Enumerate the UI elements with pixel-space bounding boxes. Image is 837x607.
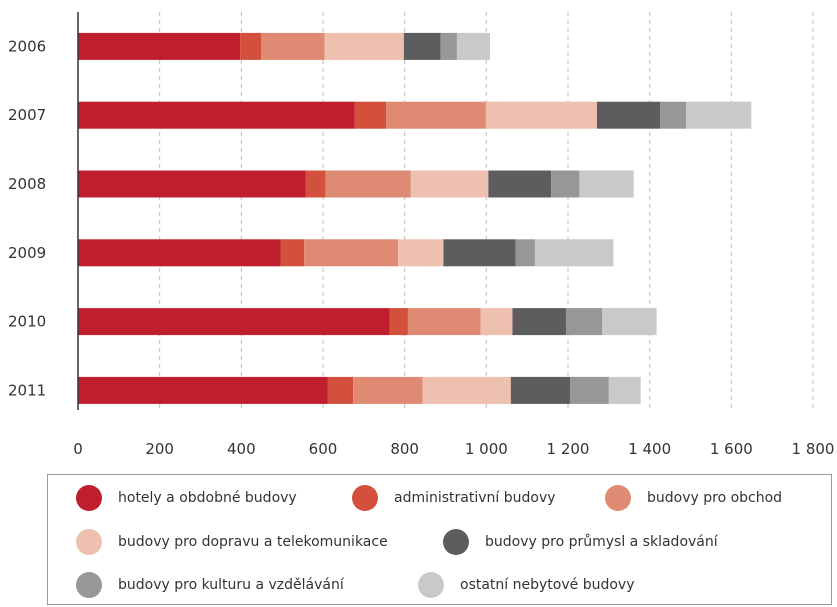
x-tick-label: 1 800 bbox=[792, 440, 835, 458]
bar-2010-series-5 bbox=[565, 308, 603, 336]
bar-2010-series-0 bbox=[78, 308, 390, 336]
legend-item: administrativní budovy bbox=[352, 485, 556, 511]
bar-2008-series-2 bbox=[325, 170, 411, 198]
bar-2006-series-6 bbox=[456, 32, 491, 60]
bar-2008-series-6 bbox=[579, 170, 634, 198]
bars bbox=[78, 32, 752, 404]
legend-swatch bbox=[76, 529, 102, 555]
y-tick-label: 2010 bbox=[8, 313, 46, 331]
bar-2006-series-2 bbox=[261, 32, 325, 60]
legend-item: budovy pro obchod bbox=[605, 485, 782, 511]
legend-swatch bbox=[443, 529, 469, 555]
x-tick-label: 400 bbox=[227, 440, 256, 458]
legend: hotely a obdobné budovy administrativní b… bbox=[47, 474, 832, 605]
bar-2011-series-6 bbox=[608, 376, 641, 404]
bar-2006-series-5 bbox=[440, 32, 457, 60]
bar-2008-series-3 bbox=[410, 170, 489, 198]
legend-swatch bbox=[605, 485, 631, 511]
x-tick-label: 1 600 bbox=[710, 440, 753, 458]
bar-2008-series-1 bbox=[305, 170, 326, 198]
legend-item: ostatní nebytové budovy bbox=[418, 572, 634, 598]
gridlines bbox=[159, 12, 814, 410]
legend-swatch bbox=[352, 485, 378, 511]
x-tick-label: 0 bbox=[73, 440, 83, 458]
bar-2006-series-4 bbox=[403, 32, 441, 60]
bar-2009-series-4 bbox=[443, 239, 516, 267]
legend-swatch bbox=[76, 572, 102, 598]
bar-2011-series-4 bbox=[510, 376, 571, 404]
bar-2007-series-1 bbox=[354, 101, 387, 129]
bar-2007-series-6 bbox=[686, 101, 752, 129]
y-tick-label: 2006 bbox=[8, 37, 46, 55]
bar-2008-series-5 bbox=[551, 170, 580, 198]
bar-2009-series-6 bbox=[534, 239, 614, 267]
bar-2006-series-1 bbox=[240, 32, 262, 60]
bar-2006-series-3 bbox=[324, 32, 404, 60]
bar-2007-series-3 bbox=[485, 101, 597, 129]
y-tick-labels: 2006 2007 2008 2009 2010 2011 bbox=[8, 37, 46, 399]
x-tick-label: 200 bbox=[145, 440, 174, 458]
x-tick-label: 1 200 bbox=[547, 440, 590, 458]
bar-2007-series-0 bbox=[78, 101, 355, 129]
y-tick-label: 2011 bbox=[8, 381, 46, 399]
bar-2011-series-5 bbox=[570, 376, 609, 404]
y-tick-label: 2007 bbox=[8, 106, 46, 124]
legend-label: budovy pro dopravu a telekomunikace bbox=[118, 534, 388, 550]
legend-item: hotely a obdobné budovy bbox=[76, 485, 297, 511]
bar-2007-series-2 bbox=[386, 101, 486, 129]
legend-label: budovy pro průmysl a skladování bbox=[485, 534, 718, 550]
y-tick-label: 2009 bbox=[8, 244, 46, 262]
x-tick-label: 1 000 bbox=[465, 440, 508, 458]
bar-2009-series-5 bbox=[515, 239, 535, 267]
legend-item: budovy pro dopravu a telekomunikace bbox=[76, 529, 388, 555]
bar-2009-series-3 bbox=[398, 239, 444, 267]
bar-2009-series-1 bbox=[280, 239, 305, 267]
x-tick-label: 600 bbox=[309, 440, 338, 458]
bar-2010-series-1 bbox=[389, 308, 408, 336]
legend-label: ostatní nebytové budovy bbox=[460, 577, 635, 593]
bar-2010-series-4 bbox=[512, 308, 566, 336]
x-tick-label: 800 bbox=[390, 440, 419, 458]
bar-2010-series-2 bbox=[407, 308, 481, 336]
bar-2009-series-0 bbox=[78, 239, 281, 267]
x-tick-labels: 0 200 400 600 800 1 000 1 200 1 400 1 600 1 800 bbox=[73, 440, 834, 458]
bar-2011-series-1 bbox=[327, 376, 354, 404]
chart: 2006 2007 2008 2009 2010 2011 0 200 400 600 800 1 … bbox=[8, 12, 834, 458]
bar-2007-series-5 bbox=[660, 101, 687, 129]
bar-2011-series-2 bbox=[353, 376, 423, 404]
legend-swatch bbox=[76, 485, 102, 511]
y-tick-label: 2008 bbox=[8, 175, 46, 193]
legend-item: budovy pro průmysl a skladování bbox=[443, 529, 718, 555]
bar-2008-series-4 bbox=[488, 170, 552, 198]
bar-2010-series-6 bbox=[602, 308, 657, 336]
legend-label: hotely a obdobné budovy bbox=[118, 490, 297, 506]
legend-label: administrativní budovy bbox=[394, 490, 556, 506]
legend-label: budovy pro kulturu a vzdělávání bbox=[118, 577, 344, 593]
bar-2011-series-0 bbox=[78, 376, 328, 404]
bar-2010-series-3 bbox=[480, 308, 513, 336]
x-tick-label: 1 400 bbox=[628, 440, 671, 458]
legend-label: budovy pro obchod bbox=[647, 490, 783, 506]
legend-item: budovy pro kulturu a vzdělávání bbox=[76, 572, 344, 598]
bar-2007-series-4 bbox=[596, 101, 661, 129]
bar-2011-series-3 bbox=[422, 376, 511, 404]
bar-2006-series-0 bbox=[78, 32, 241, 60]
bar-2008-series-0 bbox=[78, 170, 306, 198]
legend-swatch bbox=[418, 572, 444, 598]
bar-2009-series-2 bbox=[304, 239, 399, 267]
